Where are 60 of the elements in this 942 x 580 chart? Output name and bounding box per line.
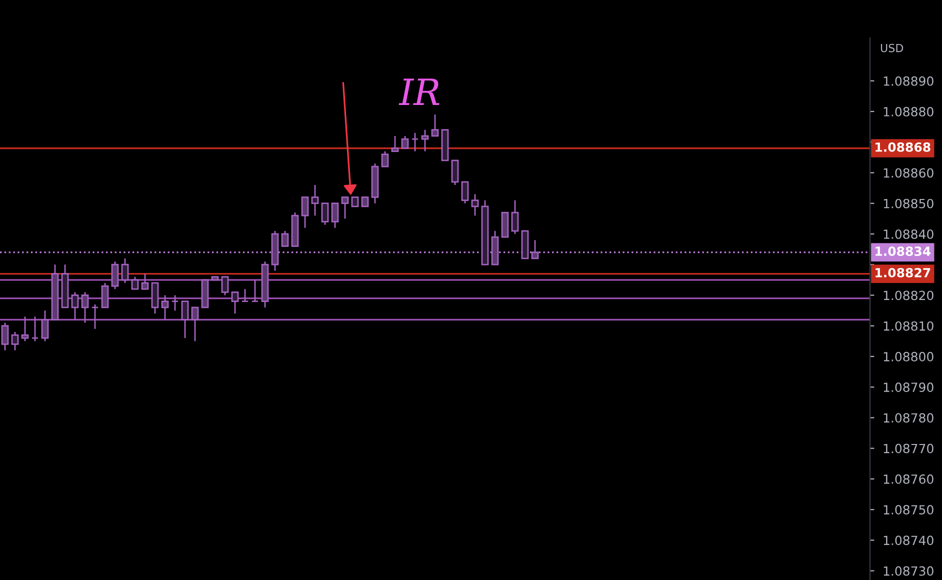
y-tick-label: 1.08770	[884, 444, 934, 454]
annotation: IR	[398, 78, 440, 105]
candlestick	[361, 196, 369, 208]
y-tick-label: 1.08750	[884, 505, 934, 514]
ref-line-label: 1.08868	[876, 142, 930, 152]
candlestick	[241, 288, 249, 302]
candlestick	[71, 291, 79, 320]
candlestick	[411, 132, 419, 152]
y-axis-title: USD	[880, 44, 904, 52]
candlestick	[91, 304, 99, 330]
candlestick	[41, 310, 49, 342]
candlestick	[381, 150, 389, 168]
y-tick-label: 1.08760	[884, 474, 934, 484]
candlestick	[251, 279, 259, 302]
candlestick	[311, 184, 319, 216]
candlestick	[301, 196, 309, 229]
candlestick	[451, 160, 459, 186]
candlestick	[191, 306, 199, 342]
candlestick	[11, 331, 19, 352]
y-tick-label: 1.08850	[884, 198, 934, 208]
candlestick	[391, 135, 399, 152]
candlestick	[281, 230, 289, 247]
candlestick	[341, 196, 349, 220]
y-tick-label: 1.08730	[884, 566, 934, 576]
candlestick	[221, 276, 229, 296]
candlestick	[171, 294, 179, 312]
candlestick	[231, 291, 239, 314]
candlestick	[181, 300, 189, 339]
candlestick	[81, 291, 89, 324]
candlestick	[111, 260, 119, 290]
y-tick-label: 1.08820	[884, 290, 934, 300]
ref-line-label: 1.08827	[876, 268, 930, 278]
candlestick	[1, 322, 9, 352]
candlestick	[31, 316, 39, 342]
candlestick	[331, 202, 339, 229]
ref-line-label: 1.08834	[876, 246, 931, 256]
y-tick-label: 1.08860	[884, 168, 934, 178]
y-tick-label: 1.08840	[884, 229, 934, 239]
candlestick	[351, 196, 359, 208]
candlestick	[511, 200, 519, 235]
candlestick	[101, 282, 109, 308]
candlestick	[431, 114, 439, 137]
candlestick	[131, 276, 139, 290]
candlestick	[141, 273, 149, 290]
candlestick	[161, 294, 169, 320]
candlestick	[401, 135, 409, 149]
candlestick	[21, 316, 29, 342]
y-tick-label: 1.08810	[884, 321, 934, 331]
y-tick-label: 1.08890	[884, 76, 934, 86]
candlestick	[471, 193, 479, 216]
candlestick	[461, 181, 469, 204]
candlestick	[531, 239, 539, 260]
y-tick-label: 1.08880	[884, 106, 934, 116]
candlestick	[321, 202, 329, 226]
y-tick-label: 1.08740	[884, 536, 934, 546]
candlestick	[421, 129, 429, 152]
y-tick-label: 1.08800	[884, 352, 934, 362]
y-tick-label: 1.08790	[884, 382, 934, 392]
candlestick	[121, 258, 129, 284]
y-tick-label: 1.08780	[884, 413, 934, 423]
